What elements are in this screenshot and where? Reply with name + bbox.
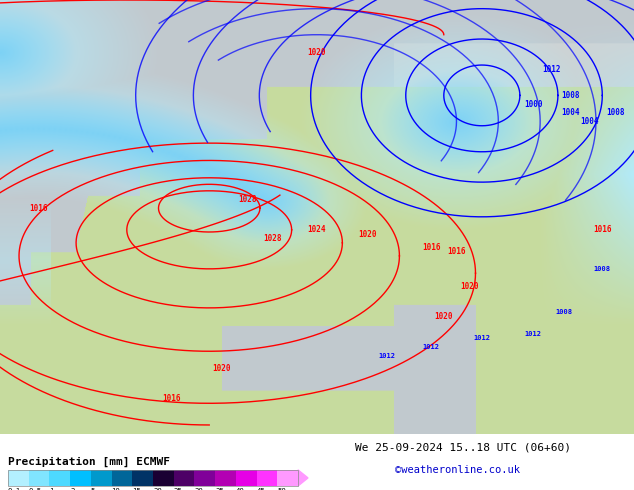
Text: 1016: 1016 — [29, 204, 48, 213]
Bar — [133, 470, 153, 486]
Text: 5: 5 — [91, 488, 95, 490]
Text: 1012: 1012 — [542, 65, 561, 74]
Text: 30: 30 — [195, 488, 203, 490]
Text: 1028: 1028 — [263, 234, 282, 243]
Text: 1024: 1024 — [307, 225, 327, 234]
Text: ©weatheronline.co.uk: ©weatheronline.co.uk — [395, 465, 520, 475]
Text: 1012: 1012 — [423, 344, 439, 350]
Text: 1020: 1020 — [460, 282, 479, 291]
Bar — [8, 470, 29, 486]
Text: 0.5: 0.5 — [29, 488, 42, 490]
Text: 50: 50 — [277, 488, 286, 490]
Text: 1016: 1016 — [447, 247, 466, 256]
Text: 1008: 1008 — [594, 266, 611, 272]
Text: 1020: 1020 — [307, 48, 327, 56]
Text: 35: 35 — [215, 488, 224, 490]
Bar — [29, 470, 49, 486]
Bar — [215, 470, 236, 486]
Bar — [174, 470, 195, 486]
Bar — [49, 470, 70, 486]
Text: 10: 10 — [112, 488, 120, 490]
Bar — [195, 470, 215, 486]
Bar — [91, 470, 112, 486]
Text: 40: 40 — [236, 488, 245, 490]
Bar — [8, 470, 298, 486]
Bar — [153, 470, 174, 486]
Bar — [112, 470, 133, 486]
Bar — [277, 470, 298, 486]
Text: 1012: 1012 — [378, 353, 395, 359]
Text: 1016: 1016 — [422, 243, 441, 252]
Text: 1012: 1012 — [474, 335, 490, 341]
Text: 20: 20 — [153, 488, 162, 490]
Text: 1000: 1000 — [524, 100, 543, 109]
Text: 15: 15 — [133, 488, 141, 490]
Text: 25: 25 — [174, 488, 183, 490]
Text: We 25-09-2024 15..18 UTC (06+60): We 25-09-2024 15..18 UTC (06+60) — [355, 443, 571, 453]
Bar — [70, 470, 91, 486]
Text: Precipitation [mm] ECMWF: Precipitation [mm] ECMWF — [8, 457, 170, 467]
Text: 1020: 1020 — [434, 312, 453, 321]
Text: 1004: 1004 — [561, 108, 579, 117]
Polygon shape — [298, 470, 308, 486]
Text: 2: 2 — [70, 488, 75, 490]
Text: 1012: 1012 — [524, 331, 541, 337]
Text: 0.1: 0.1 — [8, 488, 21, 490]
Text: 1008: 1008 — [561, 91, 580, 100]
Text: 1008: 1008 — [556, 309, 573, 315]
Text: 1: 1 — [49, 488, 54, 490]
Text: 1028: 1028 — [238, 195, 257, 204]
Bar — [236, 470, 257, 486]
Bar — [257, 470, 277, 486]
Text: 1004: 1004 — [580, 117, 599, 126]
Text: 1020: 1020 — [212, 364, 231, 373]
Text: 1008: 1008 — [606, 108, 624, 117]
Text: 1020: 1020 — [358, 230, 377, 239]
Text: 1016: 1016 — [593, 225, 612, 234]
Text: 45: 45 — [257, 488, 265, 490]
Text: 1016: 1016 — [162, 394, 181, 403]
